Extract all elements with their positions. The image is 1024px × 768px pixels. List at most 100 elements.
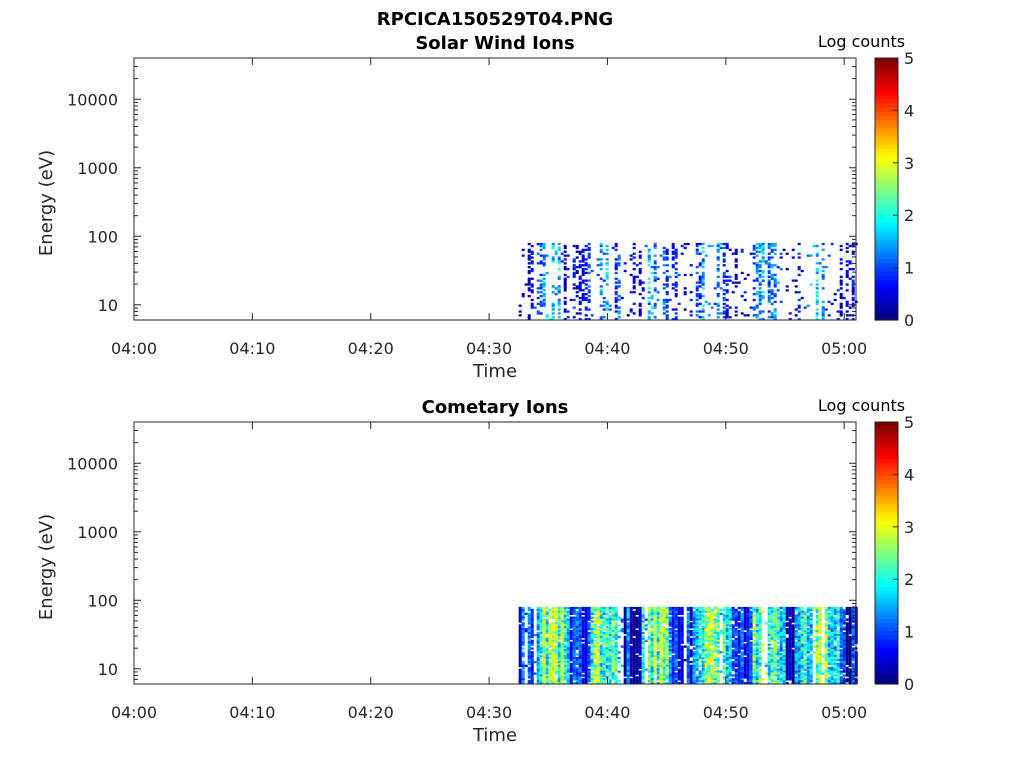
- spectrogram-cell: [794, 624, 798, 627]
- spectrogram-cell: [839, 624, 843, 627]
- spectrogram-cell: [590, 649, 594, 652]
- spectrogram-cell: [518, 626, 522, 629]
- spectrogram-cell: [791, 666, 795, 669]
- spectrogram-cell: [773, 653, 777, 656]
- spectrogram-cell: [833, 639, 837, 642]
- spectrogram-cell: [743, 624, 747, 627]
- spectrogram-cell: [632, 246, 636, 250]
- spectrogram-cell: [698, 670, 702, 673]
- spectrogram-cell: [629, 606, 633, 610]
- spectrogram-cell: [773, 676, 777, 679]
- spectrogram-cell: [800, 626, 804, 629]
- spectrogram-cell: [809, 676, 813, 679]
- spectrogram-cell: [701, 635, 705, 639]
- spectrogram-cell: [641, 287, 645, 290]
- spectrogram-cell: [716, 281, 720, 284]
- spectrogram-cell: [806, 649, 810, 652]
- spectrogram-cell: [722, 632, 726, 635]
- spectrogram-cell: [584, 651, 588, 654]
- spectrogram-cell: [641, 643, 645, 646]
- spectrogram-cell: [686, 242, 690, 246]
- spectrogram-cell: [665, 674, 669, 677]
- spectrogram-cell: [722, 676, 726, 679]
- spectrogram-cell: [734, 678, 738, 681]
- spectrogram-cell: [746, 682, 750, 685]
- spectrogram-cell: [614, 682, 618, 685]
- spectrogram-cell: [527, 269, 531, 273]
- spectrogram-cell: [677, 674, 681, 677]
- spectrogram-cell: [656, 662, 660, 666]
- spectrogram-cell: [527, 612, 531, 615]
- y-axis-label: Energy (eV): [36, 150, 57, 256]
- spectrogram-cell: [635, 635, 639, 639]
- spectrogram-cell: [647, 680, 651, 683]
- spectrogram-cell: [695, 674, 699, 677]
- spectrogram-cell: [578, 264, 582, 267]
- spectrogram-cell: [779, 637, 783, 641]
- spectrogram-cell: [734, 273, 738, 277]
- spectrogram-cell: [770, 316, 774, 319]
- spectrogram-cell: [782, 618, 786, 621]
- spectrogram-cell: [788, 674, 792, 677]
- spectrogram-cell: [557, 300, 561, 303]
- spectrogram-cell: [845, 641, 849, 644]
- spectrogram-cell: [614, 670, 618, 673]
- spectrogram-cell: [536, 310, 540, 313]
- spectrogram-cell: [770, 672, 774, 675]
- spectrogram-cell: [536, 632, 540, 635]
- spectrogram-cell: [671, 659, 675, 662]
- spectrogram-cell: [770, 662, 774, 666]
- spectrogram-cell: [695, 310, 699, 313]
- spectrogram-cell: [695, 664, 699, 667]
- spectrogram-cell: [770, 630, 774, 633]
- spectrogram-cell: [575, 668, 579, 671]
- spectrogram-cell: [692, 682, 696, 685]
- spectrogram-cell: [674, 308, 678, 311]
- spectrogram-cell: [593, 632, 597, 635]
- spectrogram-cell: [800, 664, 804, 667]
- spectrogram-cell: [671, 639, 675, 642]
- spectrogram-cell: [806, 639, 810, 642]
- spectrogram-cell: [626, 645, 630, 648]
- spectrogram-cell: [578, 277, 582, 280]
- spectrogram-cell: [626, 660, 630, 664]
- spectrogram-cell: [818, 676, 822, 679]
- spectrogram-cell: [662, 668, 666, 671]
- spectrogram-cell: [785, 664, 789, 667]
- spectrogram-cell: [845, 635, 849, 639]
- spectrogram-cell: [770, 620, 774, 623]
- spectrogram-cell: [653, 306, 657, 309]
- spectrogram-cell: [560, 676, 564, 679]
- spectrogram-cell: [539, 628, 543, 631]
- spectrogram-cell: [647, 618, 651, 621]
- spectrogram-cell: [599, 676, 603, 679]
- spectrogram-cell: [671, 630, 675, 633]
- spectrogram-cell: [803, 647, 807, 650]
- spectrogram-cell: [650, 643, 654, 646]
- spectrogram-cell: [782, 614, 786, 617]
- spectrogram-cell: [602, 300, 606, 303]
- spectrogram-cell: [554, 624, 558, 627]
- spectrogram-cell: [521, 606, 525, 610]
- spectrogram-cell: [572, 653, 576, 656]
- spectrogram-cell: [713, 632, 717, 635]
- spectrogram-cell: [614, 645, 618, 648]
- spectrogram-cell: [563, 610, 567, 614]
- spectrogram-cell: [815, 244, 819, 248]
- spectrogram-cell: [743, 633, 747, 637]
- spectrogram-cell: [560, 637, 564, 641]
- spectrogram-cell: [653, 626, 657, 629]
- spectrogram-cell: [665, 616, 669, 619]
- spectrogram-cell: [629, 639, 633, 642]
- spectrogram-cell: [656, 678, 660, 681]
- spectrogram-cell: [821, 306, 825, 309]
- spectrogram-cell: [584, 633, 588, 637]
- spectrogram-cell: [617, 316, 621, 319]
- spectrogram-cell: [569, 645, 573, 648]
- spectrogram-cell: [728, 649, 732, 652]
- spectrogram-cell: [722, 630, 726, 633]
- spectrogram-cell: [752, 614, 756, 617]
- spectrogram-cell: [623, 678, 627, 681]
- spectrogram-cell: [608, 626, 612, 629]
- spectrogram-cell: [689, 606, 693, 610]
